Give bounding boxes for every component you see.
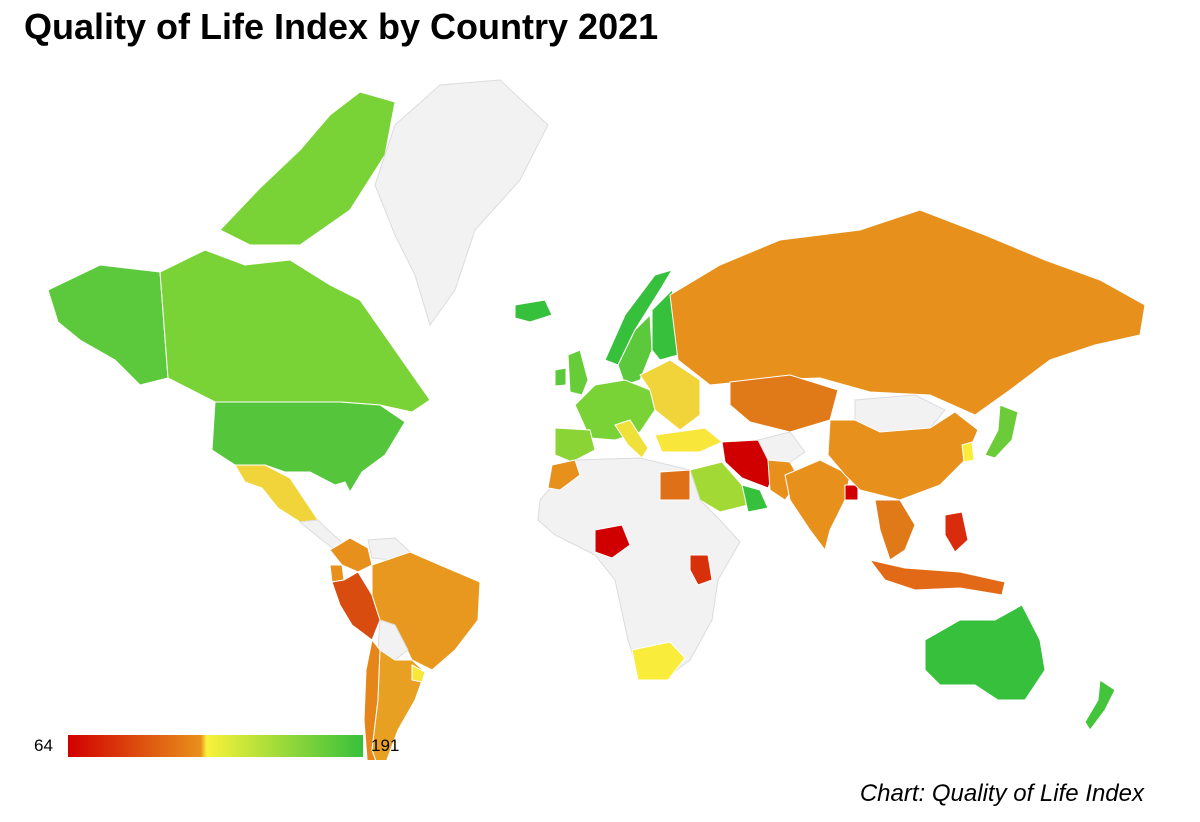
region-canada[interactable] bbox=[159, 249, 431, 413]
region-turkey[interactable] bbox=[654, 427, 723, 453]
region-italy[interactable] bbox=[614, 419, 649, 459]
map-title: Quality of Life Index by Country 2021 bbox=[24, 6, 659, 47]
region-greenland[interactable] bbox=[374, 79, 549, 327]
region-alaska[interactable] bbox=[47, 264, 169, 386]
region-uk[interactable] bbox=[567, 349, 589, 396]
region-new-zealand[interactable] bbox=[1084, 679, 1116, 731]
legend-max-label: 191 bbox=[371, 736, 400, 755]
region-bangladesh[interactable] bbox=[844, 484, 859, 501]
legend-gradient-bar bbox=[68, 735, 363, 757]
region-india[interactable] bbox=[784, 459, 851, 552]
region-afghanistan[interactable] bbox=[757, 431, 806, 463]
region-morocco[interactable] bbox=[547, 459, 581, 491]
region-kenya[interactable] bbox=[689, 554, 713, 586]
world-map bbox=[47, 79, 1146, 760]
region-south-africa[interactable] bbox=[631, 641, 686, 681]
region-eastern-europe[interactable] bbox=[639, 359, 701, 431]
region-bolivia[interactable] bbox=[377, 619, 409, 661]
region-usa[interactable] bbox=[211, 401, 406, 494]
region-uruguay[interactable] bbox=[411, 664, 426, 683]
region-mexico[interactable] bbox=[234, 464, 319, 523]
source-credit: Chart: Quality of Life Index bbox=[859, 780, 1144, 807]
region-korea[interactable] bbox=[961, 441, 975, 463]
region-brazil[interactable] bbox=[371, 551, 481, 671]
region-spain[interactable] bbox=[554, 427, 596, 463]
region-egypt[interactable] bbox=[659, 469, 691, 501]
region-indonesia[interactable] bbox=[868, 559, 1006, 596]
region-uae-oman[interactable] bbox=[741, 484, 769, 513]
region-kazakhstan[interactable] bbox=[729, 374, 839, 433]
region-southeast-asia[interactable] bbox=[874, 499, 916, 561]
region-canada-arctic[interactable] bbox=[219, 91, 396, 246]
region-philippines[interactable] bbox=[944, 511, 969, 553]
legend-min-label: 64 bbox=[34, 736, 53, 755]
region-ecuador[interactable] bbox=[329, 564, 345, 583]
region-japan[interactable] bbox=[984, 404, 1019, 459]
region-nigeria[interactable] bbox=[594, 524, 631, 559]
region-iceland[interactable] bbox=[514, 299, 553, 323]
region-australia[interactable] bbox=[924, 604, 1046, 701]
color-scale-legend bbox=[68, 735, 363, 757]
region-ireland[interactable] bbox=[554, 367, 567, 387]
region-africa[interactable] bbox=[537, 457, 741, 679]
